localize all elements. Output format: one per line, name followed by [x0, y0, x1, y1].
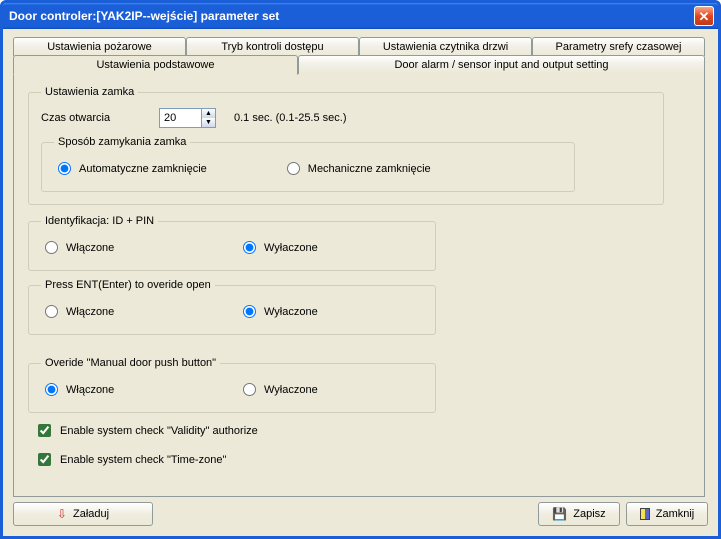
radio-override-on-label: Włączone — [66, 384, 114, 396]
open-time-input[interactable] — [159, 108, 201, 128]
tab-fire-settings[interactable]: Ustawienia pożarowe — [13, 37, 186, 56]
tab-reader-settings[interactable]: Ustawienia czytnika drzwi — [359, 37, 532, 56]
override-push-row: Włączone Wyłaczone — [41, 379, 423, 400]
radio-pressent-off[interactable]: Wyłaczone — [243, 305, 318, 318]
door-icon — [640, 508, 650, 520]
radio-override-on-input[interactable] — [45, 383, 58, 396]
tabs-row-2: Ustawienia podstawowe Door alarm / senso… — [13, 55, 705, 74]
tab-basic-settings[interactable]: Ustawienia podstawowe — [13, 55, 298, 75]
check-timezone-label: Enable system check "Time-zone" — [60, 454, 226, 466]
tab-timezone-params[interactable]: Parametry srefy czasowej — [532, 37, 705, 56]
press-ent-group: Press ENT(Enter) to overide open Włączon… — [28, 279, 436, 335]
press-ent-legend: Press ENT(Enter) to overide open — [41, 279, 215, 291]
window: Door controler:[YAK2IP--wejście] paramet… — [0, 0, 721, 539]
radio-pressent-off-input[interactable] — [243, 305, 256, 318]
radio-pressent-on-input[interactable] — [45, 305, 58, 318]
radio-override-on[interactable]: Włączone — [45, 383, 243, 396]
titlebar: Door controler:[YAK2IP--wejście] paramet… — [3, 3, 718, 29]
close-method-row: Automatyczne zamknięcie Mechaniczne zamk… — [54, 158, 562, 179]
load-button[interactable]: ⇩ Załaduj — [13, 502, 153, 526]
radio-pressent-on-label: Włączone — [66, 306, 114, 318]
load-button-label: Załaduj — [73, 508, 109, 520]
radio-auto-close-label: Automatyczne zamknięcie — [79, 163, 207, 175]
lock-settings-legend: Ustawienia zamka — [41, 86, 138, 98]
id-pin-row: Włączone Wyłaczone — [41, 237, 423, 258]
spacer — [28, 343, 690, 357]
radio-idpin-on-label: Włączone — [66, 242, 114, 254]
radio-auto-close-input[interactable] — [58, 162, 71, 175]
radio-override-off-input[interactable] — [243, 383, 256, 396]
radio-mech-close-label: Mechaniczne zamknięcie — [308, 163, 431, 175]
window-title: Door controler:[YAK2IP--wejście] paramet… — [9, 9, 279, 23]
id-pin-group: Identyfikacja: ID + PIN Włączone Wyłaczo… — [28, 215, 436, 271]
close-button-label: Zamknij — [656, 508, 695, 520]
radio-idpin-on-input[interactable] — [45, 241, 58, 254]
close-button[interactable]: Zamknij — [626, 502, 708, 526]
radio-override-off[interactable]: Wyłaczone — [243, 383, 318, 396]
download-icon: ⇩ — [57, 507, 67, 521]
check-validity-label: Enable system check "Validity" authorize — [60, 425, 258, 437]
check-timezone[interactable] — [38, 453, 51, 466]
open-time-label: Czas otwarcia — [41, 112, 141, 124]
close-method-group: Sposób zamykania zamka Automatyczne zamk… — [41, 136, 575, 192]
right-buttons: 💾 Zapisz Zamknij — [538, 502, 708, 526]
radio-mech-close-input[interactable] — [287, 162, 300, 175]
radio-auto-close[interactable]: Automatyczne zamknięcie — [58, 162, 207, 175]
override-push-group: Overide "Manual door push button" Włączo… — [28, 357, 436, 413]
check-validity-row: Enable system check "Validity" authorize — [34, 421, 690, 440]
lock-settings-group: Ustawienia zamka Czas otwarcia ▲ ▼ 0.1 s… — [28, 86, 664, 205]
open-time-row: Czas otwarcia ▲ ▼ 0.1 sec. (0.1-25.5 sec… — [41, 108, 651, 128]
tab-panel: Ustawienia zamka Czas otwarcia ▲ ▼ 0.1 s… — [13, 73, 705, 497]
radio-idpin-off-input[interactable] — [243, 241, 256, 254]
check-validity[interactable] — [38, 424, 51, 437]
content: Ustawienia pożarowe Tryb kontroli dostęp… — [3, 29, 718, 536]
radio-idpin-off[interactable]: Wyłaczone — [243, 241, 318, 254]
spin-buttons: ▲ ▼ — [201, 108, 216, 128]
id-pin-legend: Identyfikacja: ID + PIN — [41, 215, 158, 227]
open-time-spinner: ▲ ▼ — [159, 108, 216, 128]
spin-down-icon[interactable]: ▼ — [202, 118, 215, 127]
tab-door-alarm[interactable]: Door alarm / sensor input and output set… — [298, 55, 705, 74]
check-timezone-row: Enable system check "Time-zone" — [34, 450, 690, 469]
radio-pressent-off-label: Wyłaczone — [264, 306, 318, 318]
save-button[interactable]: 💾 Zapisz — [538, 502, 620, 526]
tabs-row-1: Ustawienia pożarowe Tryb kontroli dostęp… — [13, 37, 705, 56]
close-method-legend: Sposób zamykania zamka — [54, 136, 190, 148]
radio-idpin-on[interactable]: Włączone — [45, 241, 243, 254]
close-icon[interactable]: ✕ — [694, 6, 714, 26]
radio-mech-close[interactable]: Mechaniczne zamknięcie — [287, 162, 431, 175]
press-ent-row: Włączone Wyłaczone — [41, 301, 423, 322]
override-push-legend: Overide "Manual door push button" — [41, 357, 220, 369]
radio-pressent-on[interactable]: Włączone — [45, 305, 243, 318]
save-button-label: Zapisz — [573, 508, 605, 520]
spin-up-icon[interactable]: ▲ — [202, 109, 215, 118]
radio-override-off-label: Wyłaczone — [264, 384, 318, 396]
tab-access-mode[interactable]: Tryb kontroli dostępu — [186, 37, 359, 56]
save-icon: 💾 — [552, 507, 567, 521]
radio-idpin-off-label: Wyłaczone — [264, 242, 318, 254]
open-time-unit: 0.1 sec. (0.1-25.5 sec.) — [234, 112, 347, 124]
button-bar: ⇩ Załaduj 💾 Zapisz Zamknij — [13, 502, 708, 526]
